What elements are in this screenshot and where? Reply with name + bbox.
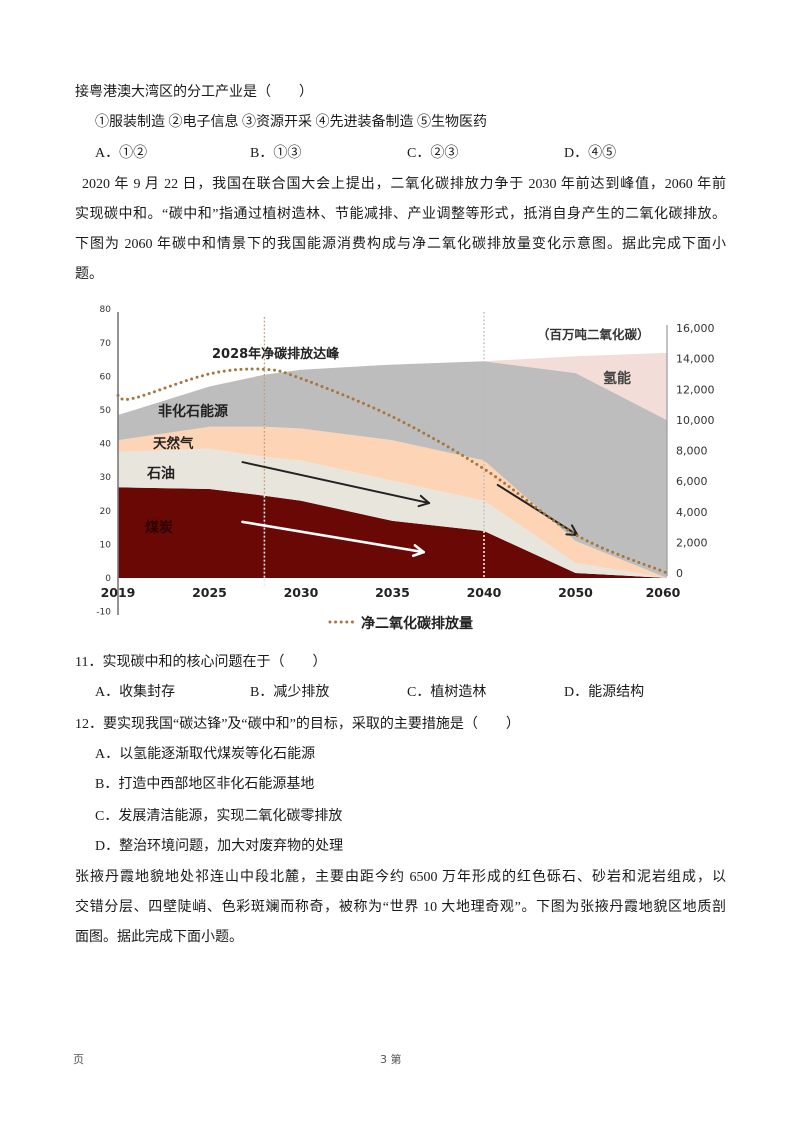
trend-arrow-icon	[241, 520, 425, 558]
q12-stem: 12．要实现我国“碳达锋”及“碳中和”的目标，采取的主要措施是（ ）	[75, 717, 520, 732]
y-left-tick-label: 0	[105, 574, 111, 584]
y-right-tick-label: 10,000	[676, 414, 715, 427]
y-left-tick-label: 20	[100, 507, 112, 517]
right-axis-ticks: 16,000 14,000 12,000 10,000 8,000 6,000 4,000 2…	[676, 322, 715, 580]
right-axis-unit-label: （百万吨二氧化碳）	[537, 327, 650, 342]
y-left-tick-label: 50	[100, 406, 112, 416]
x-tick-label: 2030	[284, 585, 319, 600]
prev-option-b: B．①③	[250, 146, 302, 161]
stacked-areas	[118, 352, 667, 578]
trend-arrow-icon	[241, 461, 431, 508]
y-right-tick-label: 16,000	[676, 322, 715, 335]
prev-option-d: D．④⑤	[564, 146, 617, 161]
area-non_fossil	[118, 361, 667, 578]
x-tick-label: 2050	[558, 585, 593, 600]
prev-option-c: C．②③	[407, 146, 459, 161]
q11-option-a: A．收集封存	[95, 685, 176, 700]
y-left-tick-label: 60	[100, 372, 112, 382]
y-left-tick-label: -10	[96, 608, 111, 618]
q12-option-a: A．以氢能逐渐取代煤炭等化石能源	[95, 747, 316, 762]
natural-gas-label: 天然气	[153, 435, 194, 452]
material-1-line: 题。	[75, 267, 103, 282]
y-right-tick-label: 12,000	[676, 383, 715, 396]
x-tick-label: 2019	[101, 585, 136, 600]
x-tick-label: 2025	[192, 585, 227, 600]
prev-option-a: A．①②	[95, 146, 148, 161]
y-right-tick-label: 2,000	[676, 536, 708, 549]
material-2-line: 张掖丹霞地貌地处祁连山中段北麓，主要由距今约 6500 万年形成的红色砾石、砂岩…	[75, 870, 726, 885]
area-oil	[118, 448, 667, 578]
y-left-tick-label: 10	[100, 540, 112, 550]
y-right-tick-label: 6,000	[676, 475, 708, 488]
oil-label: 石油	[146, 465, 175, 482]
x-tick-label: 2035	[375, 585, 410, 600]
energy-consumption-co2-chart: 80 70 60 50 40 30 20 10 0 -10 16,000 14,000 12,000 1…	[90, 300, 720, 640]
x-tick-label: 2060	[646, 585, 681, 600]
y-right-tick-label: 4,000	[676, 506, 708, 519]
prev-question-items: ①服装制造 ②电子信息 ③资源开采 ④先进装备制造 ⑤生物医药	[95, 115, 487, 130]
q11-option-d: D．能源结构	[564, 685, 645, 700]
left-axis-ticks: 80 70 60 50 40 30 20 10 0 -10	[96, 305, 111, 617]
x-tick-label: 2040	[467, 585, 502, 600]
non-fossil-label: 非化石能源	[158, 403, 228, 420]
q12-option-c: C．发展清洁能源，实现二氧化碳零排放	[95, 809, 343, 824]
area-hydrogen	[118, 352, 667, 421]
area-coal	[118, 487, 667, 578]
legend: 净二氧化碳排放量	[328, 615, 473, 632]
y-right-tick-label: 8,000	[676, 445, 708, 458]
prev-question-stem: 接粤港澳大湾区的分工产业是（ ）	[75, 85, 313, 100]
material-2-line: 面图。据此完成下面小题。	[75, 930, 243, 945]
area-gas	[118, 426, 667, 578]
q12-option-d: D．整治环境问题，加大对废弃物的处理	[95, 839, 344, 854]
q11-option-b: B．减少排放	[250, 685, 330, 700]
footer-left: 页	[73, 1053, 84, 1066]
net-co2-emission-line	[116, 367, 669, 575]
x-axis-ticks: 2019 2025 2030 2035 2040 2050 2060	[101, 585, 681, 600]
y-right-tick-label: 0	[676, 567, 683, 580]
material-1-line: 实现碳中和。“碳中和”指通过植树造林、节能减排、产业调整等形式，抵消自身产生的二…	[75, 207, 726, 222]
trend-arrows	[241, 461, 579, 558]
legend-label: 净二氧化碳排放量	[361, 615, 473, 632]
y-right-tick-label: 14,000	[676, 353, 715, 366]
material-1-line: 下图为 2060 年碳中和情景下的我国能源消费构成与净二氧化碳排放量变化示意图。…	[75, 237, 726, 252]
y-left-tick-label: 30	[100, 473, 112, 483]
material-2-line: 交错分层、四壁陡峭、色彩斑斓而称奇，被称为“世界 10 大地理奇观”。下图为张掖…	[75, 900, 726, 915]
material-1-line: 2020 年 9 月 22 日，我国在联合国大会上提出，二氧化碳排放力争于 20…	[82, 177, 726, 192]
hydrogen-label: 氢能	[603, 370, 631, 387]
footer-page-number: 3 第	[380, 1053, 402, 1066]
q11-stem: 11．实现碳中和的核心问题在于（ ）	[75, 655, 327, 670]
peak-annotation: 2028年净碳排放达峰	[212, 346, 340, 362]
coal-label: 煤炭	[145, 519, 173, 536]
y-left-tick-label: 70	[100, 339, 112, 349]
y-left-tick-label: 40	[100, 440, 112, 450]
q11-option-c: C．植树造林	[407, 685, 487, 700]
y-left-tick-label: 80	[100, 305, 112, 315]
q12-option-b: B．打造中西部地区非化石能源基地	[95, 777, 315, 792]
